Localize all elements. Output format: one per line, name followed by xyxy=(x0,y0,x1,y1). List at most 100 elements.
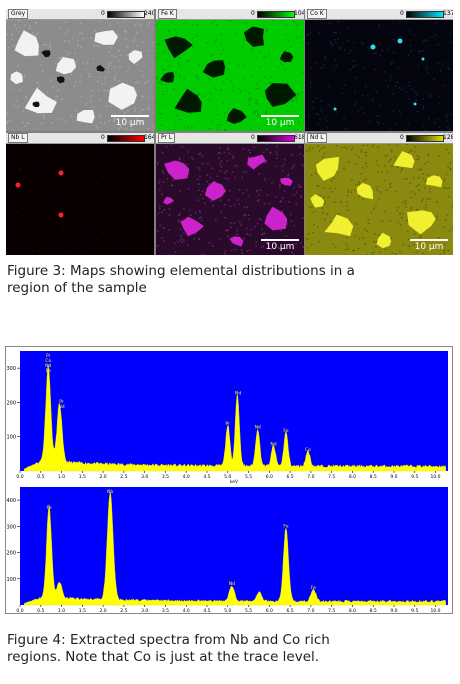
x-tick-label: 3.5 xyxy=(162,608,169,613)
peak-label: Nd xyxy=(229,581,235,587)
nb-rich-spot xyxy=(58,212,64,218)
color-scale-ramp xyxy=(107,11,145,18)
pore xyxy=(56,76,65,84)
pore xyxy=(41,50,51,58)
x-tick-label: 7.0 xyxy=(307,608,314,613)
color-scale-min: 0 xyxy=(101,10,105,17)
nd-rich-region xyxy=(324,214,354,237)
x-tick-label: 4.0 xyxy=(183,608,190,613)
map-tile-nd-l: Nd L 0 1284 10 µm xyxy=(305,133,453,255)
fe-depleted-region xyxy=(160,71,175,83)
figure4-caption: Figure 4: Extracted spectra from Nb and … xyxy=(7,632,330,666)
peak-label: Nd xyxy=(58,404,64,410)
y-tick-label: 400 xyxy=(6,498,16,504)
color-scale-min: 0 xyxy=(251,134,255,141)
grain-region xyxy=(10,71,23,85)
pore xyxy=(96,64,106,72)
x-tick-label: 8.5 xyxy=(370,608,377,613)
x-tick-label: 3.0 xyxy=(141,474,148,480)
x-tick-label: 4.0 xyxy=(183,474,190,480)
map-element-label: Grey xyxy=(8,9,29,19)
co-rich-spot xyxy=(413,102,417,106)
map-header: Fe K 0 1042 xyxy=(156,9,304,20)
grain-region xyxy=(128,50,143,64)
fe-depleted-region xyxy=(164,36,193,59)
y-tick-label: 300 xyxy=(6,366,16,372)
scale-bar-label: 10 µm xyxy=(115,118,145,128)
grain-region xyxy=(94,30,118,45)
nd-rich-region xyxy=(315,156,340,181)
x-tick-label: 6.0 xyxy=(266,474,273,480)
x-tick-label: 1.0 xyxy=(58,608,65,613)
map-image xyxy=(156,9,304,131)
map-element-label: Fe K xyxy=(158,9,177,19)
map-tile-nb-l: Nb L 0 1641 xyxy=(6,133,154,255)
grain-region xyxy=(24,87,57,114)
map-header: Nd L 0 1284 xyxy=(305,133,453,144)
peak-label: Nd xyxy=(235,390,241,396)
x-tick-label: 9.5 xyxy=(411,474,418,480)
pr-rich-region xyxy=(229,236,244,247)
pr-rich-region xyxy=(247,154,267,170)
map-image xyxy=(305,133,453,255)
map-header: Grey 0 240 xyxy=(6,9,154,20)
x-tick-label: 7.5 xyxy=(328,474,335,480)
scale-bar: 10 µm xyxy=(261,239,299,252)
x-tick-label: 3.5 xyxy=(162,474,169,480)
x-tick-label: 5.5 xyxy=(245,474,252,480)
peak-label: Fe xyxy=(283,523,288,529)
figure3-caption: Figure 3: Maps showing elemental distrib… xyxy=(7,263,355,297)
color-scale-max: 137 xyxy=(443,10,453,17)
map-header: Nb L 0 1641 xyxy=(6,133,154,144)
figure3-caption-line2: region of the sample xyxy=(7,280,147,296)
nb-rich-spot xyxy=(15,182,21,188)
peak-label: Pr xyxy=(226,421,231,427)
x-tick-label: 8.0 xyxy=(349,474,356,480)
figure4-caption-line1: Figure 4: Extracted spectra from Nb and … xyxy=(7,632,330,648)
figure4-caption-line2: regions. Note that Co is just at the tra… xyxy=(7,649,320,665)
figure3-caption-line1: Figure 3: Maps showing elemental distrib… xyxy=(7,263,355,279)
map-texture xyxy=(6,143,154,255)
nd-rich-region xyxy=(310,194,325,208)
x-tick-label: 0.0 xyxy=(16,474,23,480)
fe-depleted-region xyxy=(202,60,226,78)
peak-label: Fe xyxy=(47,505,52,511)
peak-label: Co xyxy=(305,447,311,453)
pr-rich-region xyxy=(205,181,226,201)
y-tick-label: 100 xyxy=(6,577,16,583)
pr-rich-region xyxy=(264,206,288,231)
x-tick-label: 2.0 xyxy=(100,474,107,480)
x-tick-label: 10.0 xyxy=(431,608,441,613)
peak-label: Fe xyxy=(283,428,288,434)
spectrum-trace xyxy=(23,364,447,472)
x-tick-label: 0.5 xyxy=(37,608,44,613)
plot-area xyxy=(20,487,448,605)
map-element-label: Pr L xyxy=(158,133,176,143)
nd-rich-region xyxy=(376,232,392,249)
scale-bar-label: 10 µm xyxy=(265,118,295,128)
x-tick-label: 7.5 xyxy=(328,608,335,613)
pr-rich-region xyxy=(180,216,204,237)
scale-bar-label: 10 µm xyxy=(414,242,444,252)
fe-depleted-region xyxy=(226,108,247,124)
scale-bar-line xyxy=(261,239,299,241)
x-tick-label: 1.5 xyxy=(79,608,86,613)
nd-rich-region xyxy=(425,175,443,188)
map-header: Co K 0 137 xyxy=(305,9,453,20)
map-tile-fe-k: Fe K 0 1042 10 µm xyxy=(156,9,304,131)
color-scale-max: 1641 xyxy=(144,134,154,141)
y-tick-label: 200 xyxy=(6,551,16,557)
spectrum-trace xyxy=(23,491,447,606)
y-tick-label: 200 xyxy=(6,400,16,406)
peak-label: Nb xyxy=(107,489,113,495)
peak-label: Pr xyxy=(46,353,51,359)
co-rich-spot xyxy=(370,44,376,50)
x-tick-label: 0.0 xyxy=(16,608,23,613)
map-texture xyxy=(305,19,452,131)
nb-rich-spot xyxy=(58,170,64,176)
x-tick-label: 3.0 xyxy=(141,608,148,613)
peak-label: Fe xyxy=(46,368,51,374)
x-tick-label: 0.5 xyxy=(37,474,44,480)
x-tick-label: 6.5 xyxy=(287,608,294,613)
nd-rich-region xyxy=(393,151,415,169)
